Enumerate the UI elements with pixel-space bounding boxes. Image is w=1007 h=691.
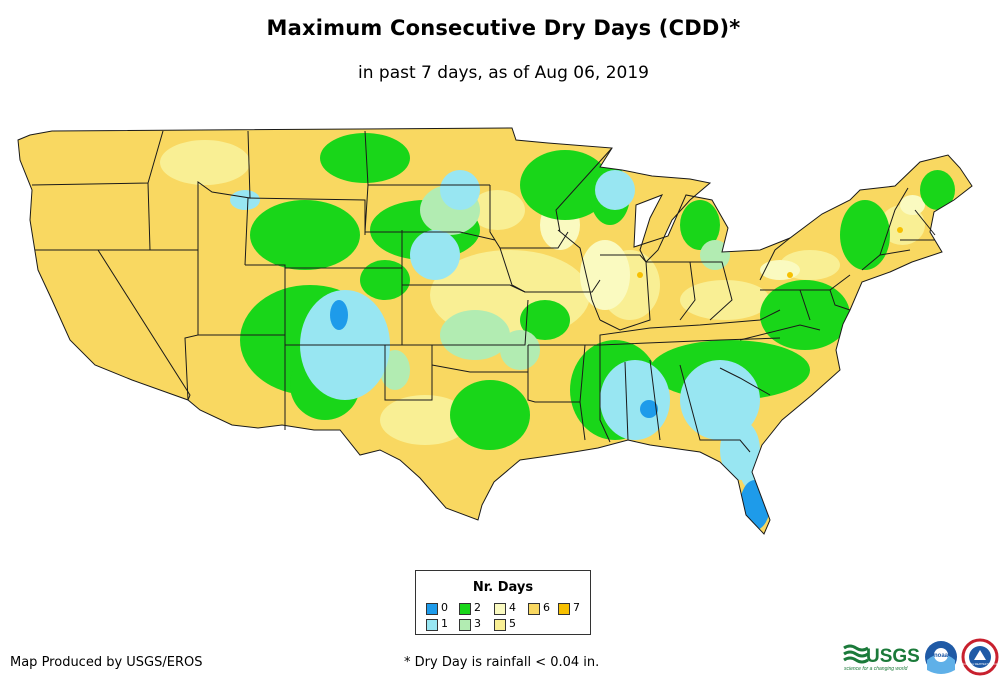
legend-label: 1 [441, 617, 448, 630]
legend-label: 0 [441, 601, 448, 614]
legend-label: 4 [509, 601, 516, 614]
legend-swatch [459, 619, 471, 631]
legend-label: 5 [509, 617, 516, 630]
legend-label: 7 [573, 601, 580, 614]
legend-swatch [459, 603, 471, 615]
map-title: Maximum Consecutive Dry Days (CDD)* [266, 16, 741, 40]
legend-label: 2 [474, 601, 481, 614]
legend-swatch [426, 619, 438, 631]
legend-swatch [558, 603, 570, 615]
legend: Nr. Days 0 1 2 3 4 5 6 7 [415, 570, 591, 635]
nws-logo: NATIONAL WEATHER SERVICE [961, 638, 999, 676]
legend-label: 6 [543, 601, 550, 614]
agency-logos: USGS science for a changing world noaa N… [843, 638, 999, 676]
map-subtitle: in past 7 days, as of Aug 06, 2019 [358, 63, 649, 83]
dry-day-footnote: * Dry Day is rainfall < 0.04 in. [404, 655, 600, 670]
usgs-logo-text: USGS [866, 646, 920, 667]
precipitation-raster [18, 128, 972, 534]
usgs-logo: USGS science for a changing world [843, 644, 920, 672]
state-borders [17, 127, 973, 535]
nws-logo-text: NATIONAL WEATHER SERVICE [962, 663, 998, 666]
legend-swatch [426, 603, 438, 615]
legend-swatch [494, 603, 506, 615]
legend-title: Nr. Days [472, 580, 534, 595]
noaa-logo-text: noaa [934, 653, 949, 659]
usgs-tagline: science for a changing world [844, 666, 908, 672]
legend-swatch [494, 619, 506, 631]
noaa-logo: noaa [925, 641, 957, 674]
map-producer-credit: Map Produced by USGS/EROS [10, 655, 203, 670]
legend-label: 3 [474, 617, 481, 630]
legend-swatch [528, 603, 540, 615]
